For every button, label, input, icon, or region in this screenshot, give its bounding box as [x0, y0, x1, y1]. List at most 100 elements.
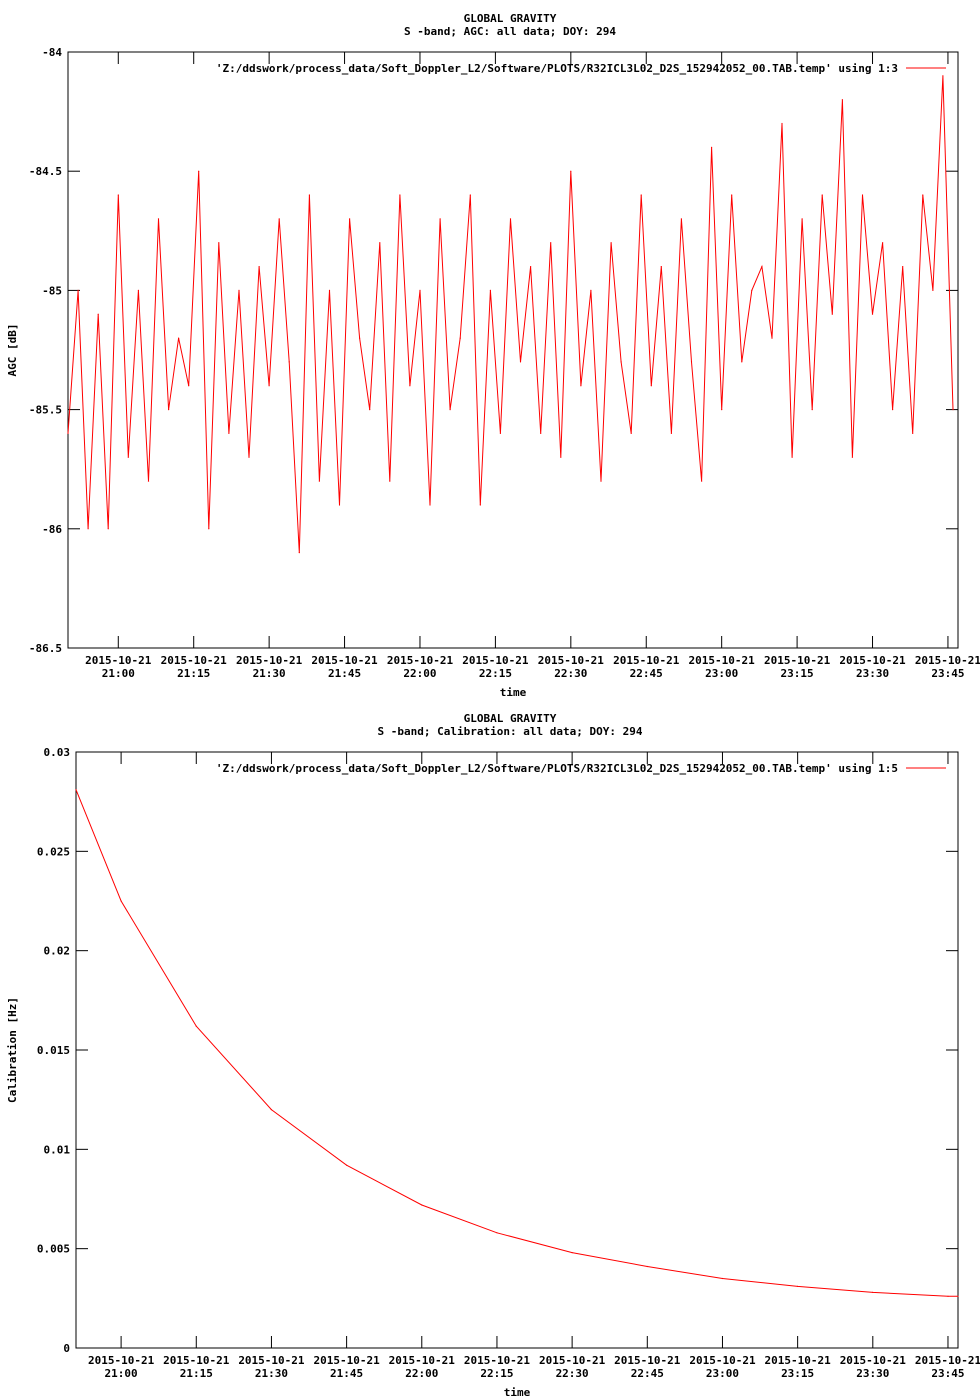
- x-tick-date: 2015-10-21: [915, 654, 980, 667]
- data-point: [188, 385, 190, 387]
- data-point: [369, 409, 371, 411]
- y-tick-label: 0.02: [44, 945, 71, 958]
- x-tick-time: 21:00: [105, 1367, 138, 1380]
- data-point: [781, 122, 783, 125]
- x-tick-date: 2015-10-21: [462, 654, 529, 667]
- data-point: [137, 289, 139, 291]
- data-point: [419, 289, 421, 291]
- data-point: [811, 409, 813, 411]
- data-point: [620, 361, 622, 363]
- data-point: [328, 289, 331, 291]
- data-point: [670, 432, 673, 434]
- y-tick-label: 0.03: [44, 746, 71, 759]
- data-point: [318, 480, 320, 482]
- data-point: [831, 313, 833, 315]
- x-tick-date: 2015-10-21: [387, 654, 454, 667]
- y-tick-label: 0.025: [37, 845, 70, 858]
- data-point: [349, 218, 351, 220]
- data-point: [660, 266, 662, 268]
- data-point: [851, 456, 854, 458]
- x-tick-time: 22:30: [556, 1367, 589, 1380]
- data-point: [761, 266, 763, 268]
- data-point: [650, 385, 652, 387]
- x-tick-date: 2015-10-21: [311, 654, 378, 667]
- x-tick-date: 2015-10-21: [161, 654, 228, 667]
- data-point: [228, 432, 230, 434]
- data-point: [421, 1204, 423, 1206]
- data-point: [861, 194, 864, 196]
- chart-title: GLOBAL GRAVITY: [464, 712, 557, 725]
- data-point: [690, 361, 693, 363]
- data-point: [701, 480, 703, 482]
- data-point: [338, 504, 341, 506]
- data-point: [459, 337, 461, 339]
- x-tick-time: 22:45: [630, 667, 663, 680]
- y-tick-label: -86.5: [29, 642, 62, 655]
- x-tick-time: 21:45: [330, 1367, 363, 1380]
- data-point: [721, 1277, 724, 1280]
- x-tick-date: 2015-10-21: [839, 654, 906, 667]
- x-tick-time: 21:30: [253, 667, 286, 680]
- x-tick-time: 22:30: [554, 667, 587, 680]
- data-point: [771, 337, 773, 339]
- x-tick-time: 21:15: [180, 1367, 213, 1380]
- x-tick-time: 23:15: [781, 667, 814, 680]
- data-point: [540, 432, 542, 434]
- data-point: [571, 1252, 573, 1254]
- data-point: [590, 289, 592, 291]
- data-point: [429, 504, 431, 506]
- x-tick-date: 2015-10-21: [539, 1354, 606, 1367]
- data-point: [560, 456, 562, 458]
- x-tick-time: 22:00: [403, 667, 436, 680]
- data-point: [872, 1291, 874, 1293]
- data-point: [610, 242, 612, 244]
- data-point: [208, 528, 210, 530]
- data-point: [519, 361, 522, 363]
- data-point: [801, 218, 803, 220]
- data-point: [947, 1295, 949, 1297]
- x-tick-date: 2015-10-21: [915, 1354, 980, 1367]
- data-point: [841, 99, 844, 101]
- data-point: [195, 1025, 197, 1027]
- y-tick-label: 0.005: [37, 1243, 70, 1256]
- x-tick-time: 21:00: [102, 667, 135, 680]
- y-tick-label: -84: [42, 46, 62, 59]
- data-point: [308, 194, 310, 196]
- x-tick-date: 2015-10-21: [85, 654, 152, 667]
- x-tick-time: 22:45: [631, 1367, 664, 1380]
- data-point: [87, 528, 89, 530]
- data-point: [797, 1285, 799, 1287]
- data-point: [168, 409, 170, 411]
- x-tick-time: 21:15: [177, 667, 210, 680]
- data-point: [731, 194, 733, 196]
- y-tick-label: 0.01: [44, 1143, 71, 1156]
- data-point: [871, 313, 874, 315]
- x-tick-date: 2015-10-21: [238, 1354, 305, 1367]
- x-tick-date: 2015-10-21: [689, 654, 756, 667]
- x-tick-date: 2015-10-21: [464, 1354, 531, 1367]
- y-tick-label: -85: [42, 284, 62, 297]
- legend-label: 'Z:/ddswork/process_data/Soft_Doppler_L2…: [216, 62, 898, 75]
- x-tick-date: 2015-10-21: [313, 1354, 380, 1367]
- data-point: [409, 385, 411, 387]
- y-axis-label: AGC [dB]: [6, 324, 19, 377]
- y-tick-label: 0.015: [37, 1044, 70, 1057]
- x-tick-time: 23:45: [931, 1367, 964, 1380]
- data-point: [530, 266, 532, 268]
- data-point: [178, 337, 180, 339]
- data-point: [77, 289, 79, 291]
- data-point: [127, 456, 129, 458]
- data-point: [741, 361, 743, 363]
- data-point: [892, 409, 894, 411]
- data-point: [198, 170, 200, 172]
- plot-frame: [67, 51, 959, 649]
- legend-label: 'Z:/ddswork/process_data/Soft_Doppler_L2…: [216, 762, 898, 775]
- data-point: [238, 289, 240, 291]
- data-point: [258, 266, 260, 268]
- series-line: [67, 75, 954, 553]
- x-tick-date: 2015-10-21: [764, 654, 831, 667]
- data-point: [721, 409, 723, 411]
- y-axis-label: Calibration [Hz]: [6, 997, 19, 1103]
- data-point: [882, 242, 884, 244]
